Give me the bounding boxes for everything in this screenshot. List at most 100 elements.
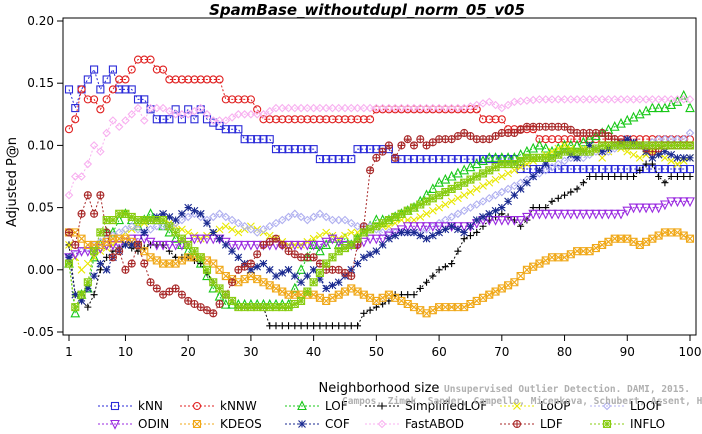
data-point bbox=[96, 85, 105, 94]
data-point bbox=[667, 164, 676, 174]
data-point bbox=[108, 65, 117, 74]
data-point bbox=[151, 240, 162, 251]
data-point bbox=[265, 115, 274, 124]
data-point bbox=[440, 173, 451, 184]
data-point bbox=[641, 203, 651, 214]
data-point bbox=[177, 75, 186, 84]
data-point bbox=[685, 141, 695, 150]
data-point bbox=[259, 135, 268, 144]
data-point bbox=[246, 240, 256, 251]
data-point bbox=[171, 110, 180, 119]
data-point bbox=[284, 212, 293, 222]
data-point bbox=[622, 206, 633, 217]
data-point bbox=[278, 145, 287, 154]
data-point bbox=[447, 103, 456, 113]
data-point bbox=[290, 299, 299, 309]
data-point bbox=[416, 200, 425, 209]
y-tick-label: 0.05 bbox=[27, 201, 54, 215]
data-point bbox=[102, 128, 111, 138]
data-point bbox=[541, 95, 551, 104]
data-point bbox=[309, 212, 318, 222]
data-point bbox=[146, 55, 155, 64]
data-point bbox=[515, 215, 526, 226]
data-point bbox=[535, 135, 544, 144]
data-point bbox=[634, 108, 645, 119]
data-point bbox=[385, 234, 393, 243]
data-point bbox=[246, 225, 256, 234]
data-point bbox=[83, 259, 92, 268]
data-point bbox=[397, 209, 406, 218]
data-point bbox=[648, 160, 656, 168]
data-point bbox=[391, 153, 400, 162]
data-point bbox=[202, 270, 212, 281]
data-point bbox=[234, 228, 243, 237]
x-axis-title: Neighborhood size bbox=[319, 381, 440, 396]
data-point bbox=[553, 209, 564, 220]
data-point bbox=[585, 164, 594, 174]
data-point bbox=[647, 203, 658, 214]
data-point bbox=[573, 185, 581, 193]
data-point bbox=[591, 144, 600, 153]
data-point bbox=[127, 65, 136, 74]
data-point bbox=[434, 218, 444, 228]
data-point bbox=[196, 105, 205, 114]
data-point bbox=[77, 172, 86, 181]
data-point bbox=[484, 152, 495, 162]
data-point bbox=[359, 103, 369, 113]
data-point bbox=[567, 188, 575, 196]
data-point bbox=[133, 240, 143, 249]
data-point bbox=[460, 178, 469, 187]
data-point bbox=[616, 117, 626, 128]
data-point bbox=[164, 240, 175, 251]
data-point bbox=[678, 197, 689, 208]
data-point bbox=[310, 322, 318, 330]
data-point bbox=[177, 110, 187, 119]
data-point bbox=[303, 103, 312, 113]
data-point bbox=[341, 322, 349, 330]
data-point bbox=[139, 116, 149, 125]
data-point bbox=[415, 222, 426, 232]
data-point bbox=[183, 212, 193, 222]
data-point bbox=[195, 234, 206, 245]
legend-marker bbox=[192, 401, 202, 411]
data-point bbox=[428, 231, 437, 240]
data-point bbox=[661, 147, 669, 156]
data-point bbox=[573, 153, 581, 162]
data-point bbox=[429, 272, 437, 280]
data-point bbox=[303, 145, 312, 154]
data-point bbox=[435, 203, 443, 212]
data-point bbox=[83, 191, 92, 200]
data-point bbox=[585, 147, 594, 156]
data-point bbox=[554, 150, 563, 159]
data-point bbox=[334, 278, 343, 287]
data-point bbox=[416, 155, 425, 164]
data-point bbox=[353, 115, 362, 124]
data-point bbox=[196, 209, 205, 218]
data-point bbox=[560, 135, 569, 144]
data-point bbox=[528, 142, 539, 153]
data-point bbox=[265, 221, 275, 231]
data-point bbox=[427, 183, 438, 193]
data-point bbox=[322, 115, 331, 124]
data-point bbox=[660, 102, 670, 113]
data-point bbox=[403, 103, 413, 113]
data-point bbox=[90, 95, 99, 104]
data-point bbox=[503, 184, 513, 194]
data-point bbox=[83, 75, 92, 84]
data-point bbox=[146, 278, 155, 287]
x-axis: 1 10 20 30 40 50 60 70 80 90 100 bbox=[65, 335, 701, 359]
data-point bbox=[347, 271, 356, 281]
data-point bbox=[446, 170, 457, 181]
data-point bbox=[353, 145, 362, 154]
data-point bbox=[90, 209, 99, 218]
data-point bbox=[472, 172, 481, 181]
data-point bbox=[448, 260, 456, 268]
data-point bbox=[554, 135, 563, 144]
data-point bbox=[609, 209, 620, 220]
data-point bbox=[322, 284, 331, 293]
data-point bbox=[422, 225, 431, 234]
data-point bbox=[171, 105, 180, 114]
data-point bbox=[121, 85, 130, 94]
legend-label: LoOP bbox=[540, 399, 571, 413]
